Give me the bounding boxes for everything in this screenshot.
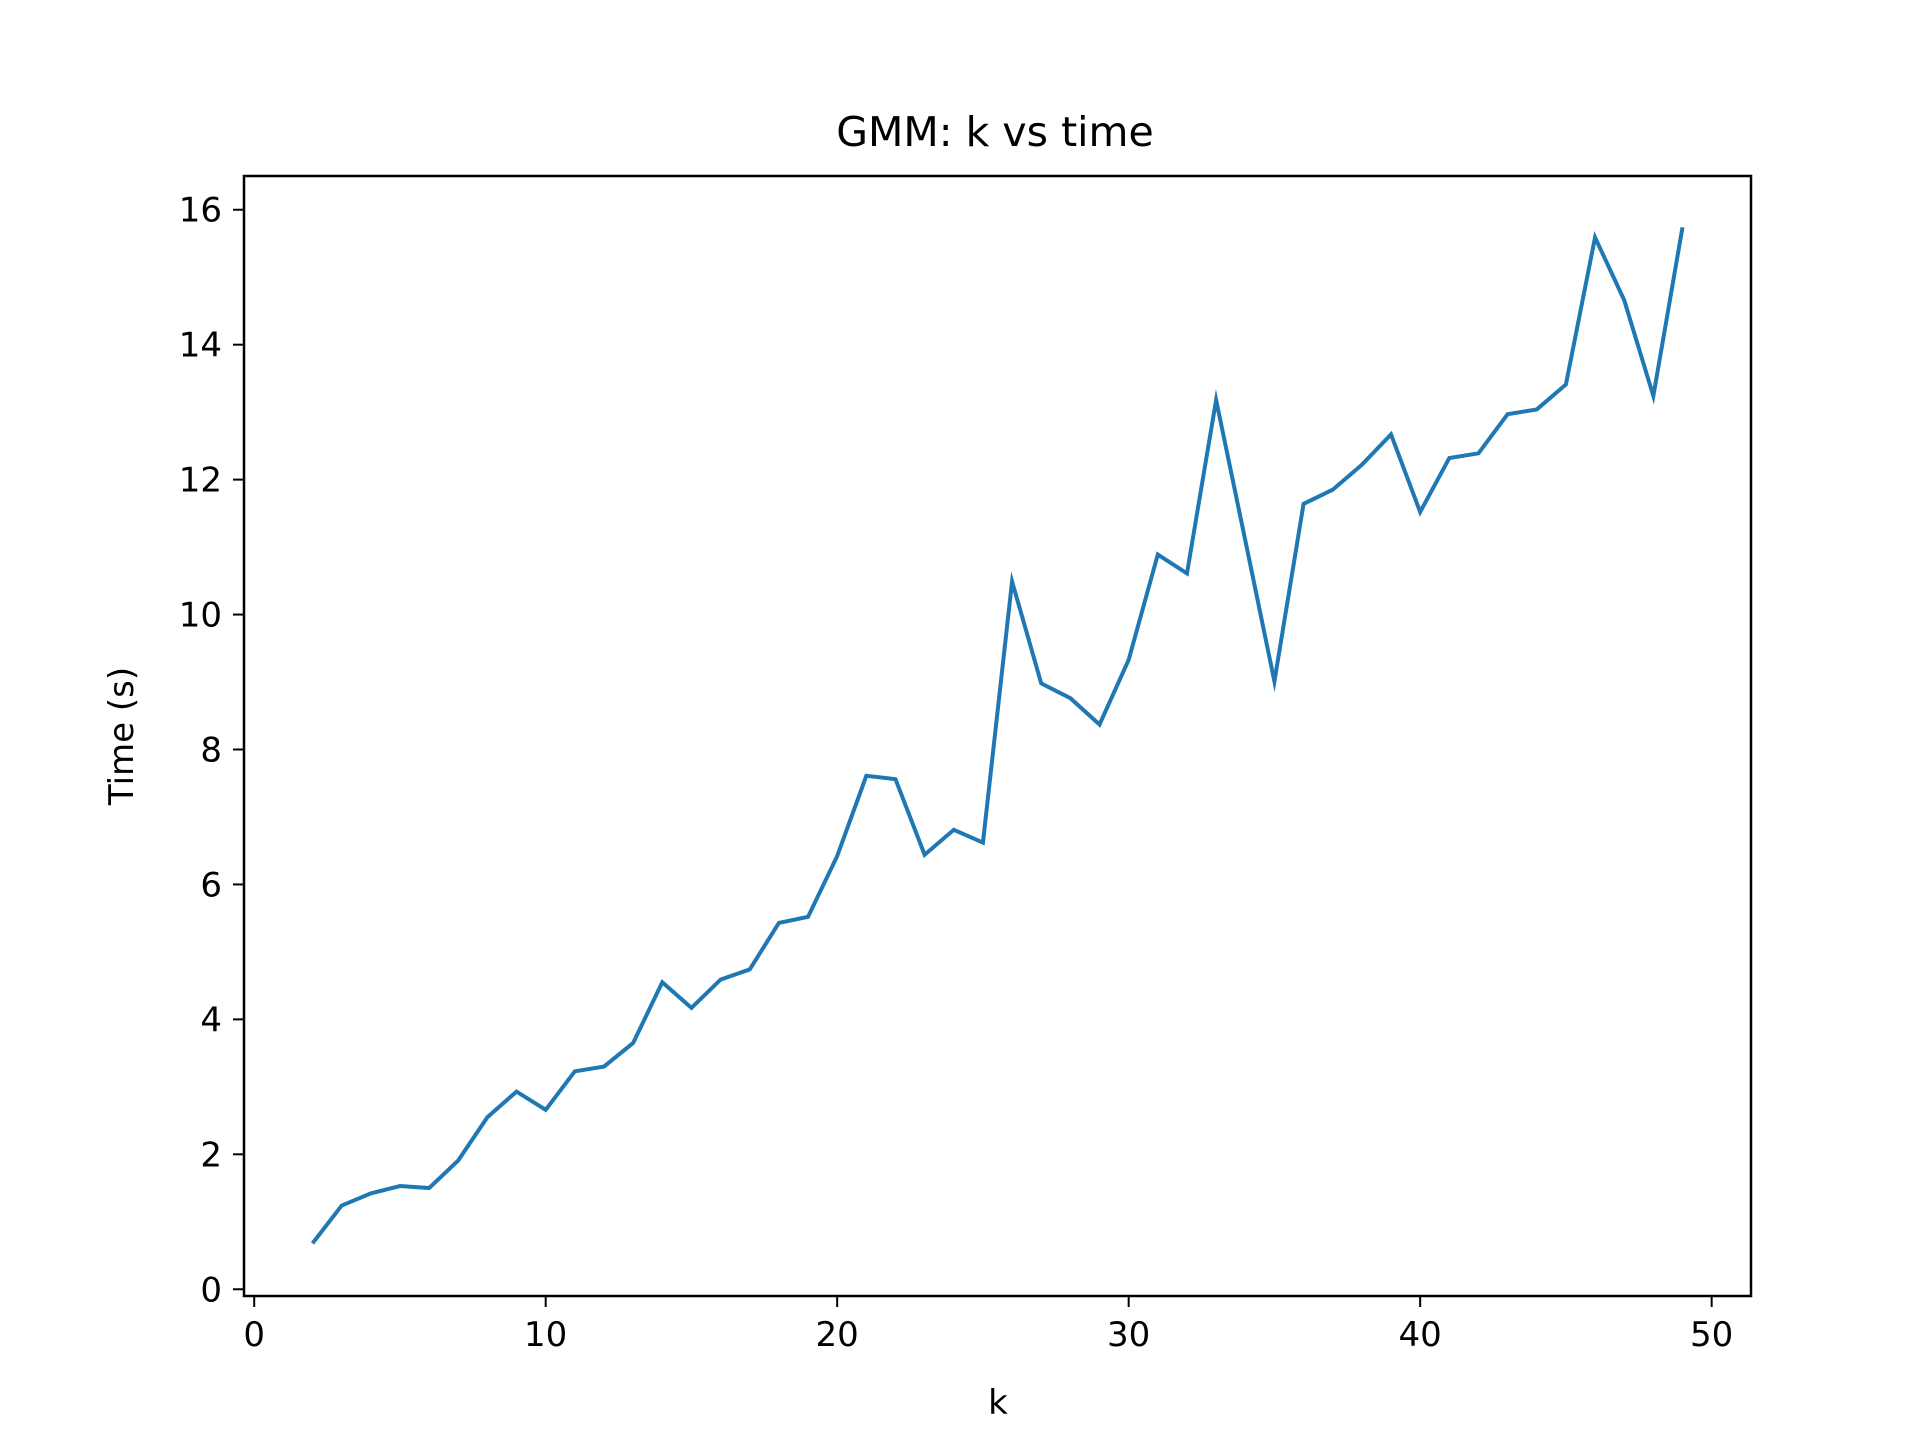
x-axis-label: k: [988, 1383, 1008, 1423]
x-tick-label: 40: [1399, 1315, 1442, 1355]
y-tick-label: 10: [179, 596, 222, 636]
series-layer: [310, 226, 1685, 1245]
y-tick-label: 12: [179, 461, 222, 501]
y-axis-label: Time (s): [102, 667, 142, 806]
y-tick-label: 0: [200, 1270, 222, 1310]
y-tick-label: 8: [200, 730, 222, 770]
plot-frame: [242, 174, 1753, 1298]
y-axis-ticks: 0 2 4 6 8 10 12 14 16: [179, 191, 244, 1310]
series-line: [310, 226, 1685, 1245]
y-tick-label: 6: [200, 865, 222, 905]
y-tick-label: 4: [200, 1000, 222, 1040]
y-tick-label: 2: [200, 1135, 222, 1175]
x-tick-label: 20: [816, 1315, 859, 1355]
x-tick-label: 10: [524, 1315, 567, 1355]
x-tick-label: 50: [1690, 1315, 1733, 1355]
x-tick-label: 30: [1107, 1315, 1150, 1355]
x-axis-ticks: 0 10 20 30 40 50: [243, 1296, 1733, 1355]
x-tick-label: 0: [243, 1315, 265, 1355]
chart-title: GMM: k vs time: [836, 108, 1153, 156]
y-tick-label: 14: [179, 326, 222, 366]
y-tick-label: 16: [179, 191, 222, 231]
